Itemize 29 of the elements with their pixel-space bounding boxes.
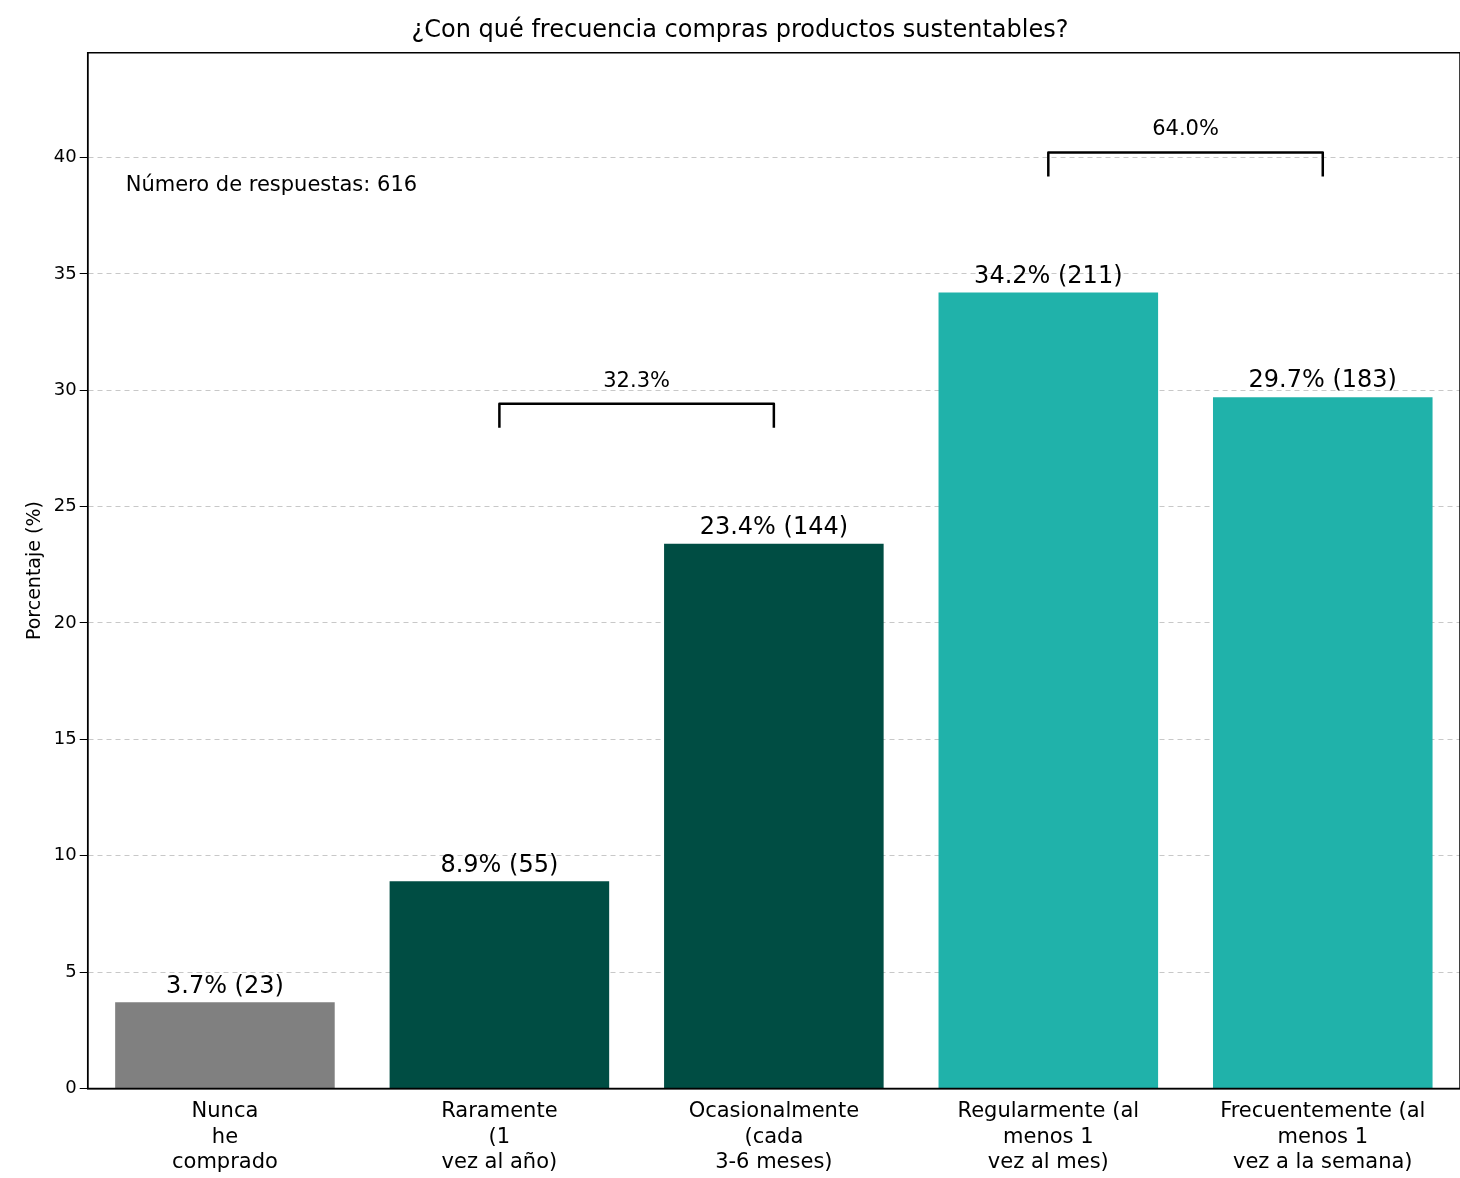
y-tick-label: 15 [53, 726, 77, 748]
y-tick-label: 35 [53, 261, 77, 283]
y-tick-label: 10 [53, 843, 77, 865]
data-label: 23.4% (144) [699, 512, 849, 541]
x-tick-label: Raramente (1 vez al año) [441, 1098, 558, 1173]
data-label: 3.7% (23) [166, 970, 284, 999]
data-label: 8.9% (55) [440, 849, 559, 878]
data-label: 34.2% (211) [974, 260, 1123, 289]
x-tick-label: Regularmente (al menos 1 vez al mes) [957, 1098, 1140, 1173]
y-tick-label: 20 [53, 610, 77, 632]
bar [1212, 397, 1433, 1088]
y-tick-label: 30 [53, 377, 77, 399]
x-tick-label: Ocasionalmente (cada 3-6 meses) [688, 1098, 860, 1173]
annotation: 32.3% [603, 367, 670, 392]
bar [389, 881, 610, 1088]
chart-title: ¿Con qué frecuencia compras productos sustentables? [411, 14, 1069, 43]
y-tick-label: 5 [65, 959, 77, 981]
y-tick-label: 0 [65, 1076, 77, 1098]
data-label: 29.7% (183) [1248, 365, 1397, 394]
annotation: Número de respuestas: 616 [125, 171, 418, 196]
y-tick-label: 25 [53, 494, 77, 516]
bar [115, 1002, 335, 1088]
x-tick-label: Nunca he comprado [172, 1098, 278, 1173]
annotation: 64.0% [1152, 116, 1219, 141]
bar [664, 543, 884, 1088]
bar [938, 292, 1159, 1088]
x-tick-label: Frecuentemente (al menos 1 vez a la semana) [1220, 1098, 1426, 1173]
y-axis-title: Porcentaje (%) [22, 501, 45, 641]
y-tick-label: 40 [53, 145, 77, 167]
